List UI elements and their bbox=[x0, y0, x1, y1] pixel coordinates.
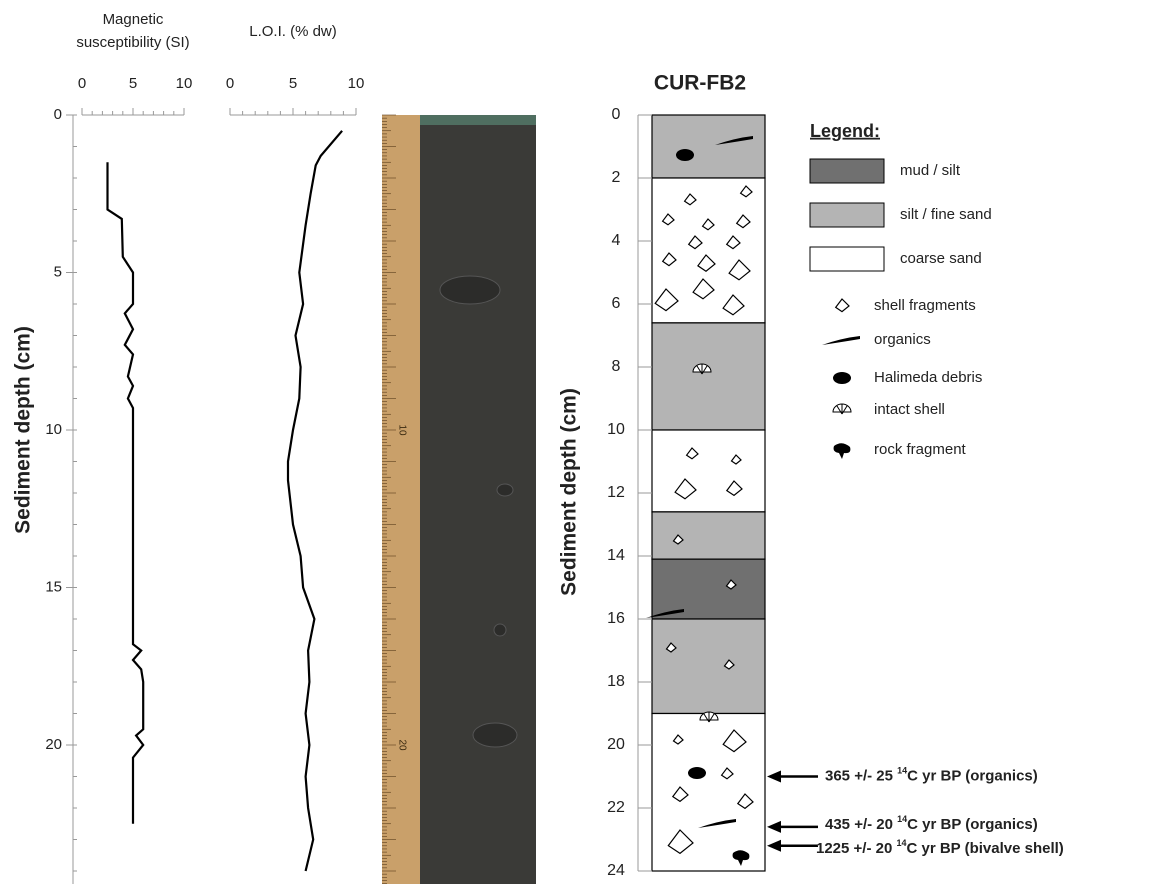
panel-title: L.O.I. (% dw) bbox=[249, 23, 337, 40]
legend-label: rock fragment bbox=[874, 441, 967, 458]
y-tick-label: 4 bbox=[612, 232, 621, 249]
core-photo: 10 20 bbox=[382, 115, 536, 884]
layer bbox=[652, 430, 765, 512]
ruler-label: 20 bbox=[396, 739, 407, 751]
legend-label: coarse sand bbox=[900, 250, 982, 267]
panel-title: susceptibility (SI) bbox=[76, 34, 189, 51]
legend-label: Halimeda debris bbox=[874, 369, 982, 386]
y-tick-label: 20 bbox=[45, 736, 62, 753]
legend-swatch bbox=[810, 159, 884, 183]
core-feature bbox=[494, 624, 506, 636]
legend-label: organics bbox=[874, 331, 931, 348]
date-superscript: 14 bbox=[897, 766, 907, 776]
ruler-label: 10 bbox=[396, 424, 407, 436]
y-tick-label: 5 bbox=[54, 263, 62, 280]
arrow-head bbox=[767, 771, 781, 783]
legend-title: Legend: bbox=[810, 121, 880, 141]
layer bbox=[652, 115, 765, 178]
rock-fragment bbox=[834, 443, 851, 459]
core-top bbox=[420, 115, 536, 125]
layer bbox=[652, 714, 765, 872]
x-tick-label: 5 bbox=[289, 75, 297, 92]
date-superscript: 14 bbox=[897, 814, 907, 824]
intact-shell bbox=[833, 404, 851, 414]
y-tick-label: 18 bbox=[607, 673, 625, 690]
date-text: 1225 +/- 20 bbox=[816, 840, 896, 857]
y-axis-label: Sediment depth (cm) bbox=[12, 326, 35, 534]
y-axis-label: Sediment depth (cm) bbox=[558, 388, 581, 596]
y-tick-label: 24 bbox=[607, 862, 625, 879]
ruler bbox=[382, 115, 420, 884]
y-tick-label: 12 bbox=[607, 484, 625, 501]
date-label: 365 +/- 25 14C yr BP (organics) bbox=[825, 766, 1038, 785]
y-tick-label: 0 bbox=[54, 106, 62, 123]
core bbox=[420, 115, 536, 884]
date-text: C yr BP (bivalve shell) bbox=[907, 840, 1064, 857]
x-tick-label: 0 bbox=[226, 75, 234, 92]
date-label: 1225 +/- 20 14C yr BP (bivalve shell) bbox=[816, 838, 1064, 857]
y-tick-label: 2 bbox=[612, 169, 621, 186]
layer bbox=[652, 559, 765, 619]
y-tick-label: 14 bbox=[607, 547, 625, 564]
halimeda bbox=[833, 372, 851, 384]
x-tick-label: 10 bbox=[176, 75, 193, 92]
profile-line bbox=[288, 131, 342, 871]
shell-fragment bbox=[836, 299, 849, 312]
legend-swatch bbox=[810, 203, 884, 227]
y-tick-label: 10 bbox=[607, 421, 625, 438]
y-tick-label: 16 bbox=[607, 610, 625, 627]
y-tick-label: 8 bbox=[612, 358, 621, 375]
y-tick-label: 10 bbox=[45, 421, 62, 438]
x-tick-label: 0 bbox=[78, 75, 86, 92]
date-text: C yr BP (organics) bbox=[907, 816, 1038, 833]
halimeda bbox=[676, 149, 694, 161]
core-feature bbox=[440, 276, 500, 304]
column-title: CUR-FB2 bbox=[654, 72, 746, 95]
date-text: C yr BP (organics) bbox=[907, 767, 1038, 784]
y-tick-label: 22 bbox=[607, 799, 625, 816]
y-tick-label: 6 bbox=[612, 295, 621, 312]
layer bbox=[652, 323, 765, 430]
legend-label: silt / fine sand bbox=[900, 206, 992, 223]
x-tick-label: 5 bbox=[129, 75, 137, 92]
x-tick-label: 10 bbox=[348, 75, 365, 92]
date-text: 365 +/- 25 bbox=[825, 767, 897, 784]
y-tick-label: 20 bbox=[607, 736, 625, 753]
organics bbox=[822, 336, 860, 345]
arrow-head bbox=[767, 840, 781, 852]
halimeda bbox=[688, 767, 706, 779]
core-feature bbox=[497, 484, 513, 496]
date-label: 435 +/- 20 14C yr BP (organics) bbox=[825, 814, 1038, 833]
layer bbox=[652, 619, 765, 714]
y-tick-label: 0 bbox=[612, 106, 621, 123]
figure: Magneticsusceptibility (SI)051005101520S… bbox=[0, 0, 1167, 884]
legend-label: intact shell bbox=[874, 401, 945, 418]
legend-swatch bbox=[810, 247, 884, 271]
panel-title: Magnetic bbox=[103, 11, 164, 28]
y-tick-label: 15 bbox=[45, 578, 62, 595]
profile-line bbox=[108, 162, 144, 824]
layer bbox=[652, 512, 765, 559]
core-feature bbox=[473, 723, 517, 747]
legend-label: mud / silt bbox=[900, 162, 961, 179]
date-text: 435 +/- 20 bbox=[825, 816, 897, 833]
date-superscript: 14 bbox=[896, 838, 906, 848]
legend-label: shell fragments bbox=[874, 297, 976, 314]
arrow-head bbox=[767, 821, 781, 833]
